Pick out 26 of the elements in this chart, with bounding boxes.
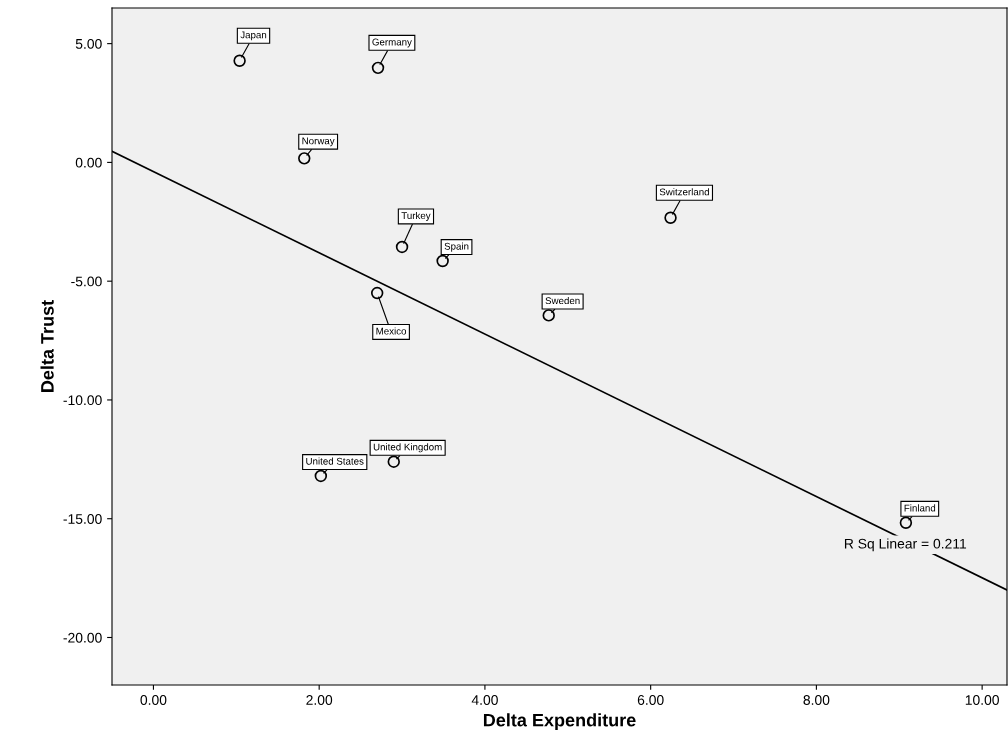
y-tick-label: -10.00	[63, 395, 102, 406]
y-tick-label: -5.00	[71, 276, 102, 287]
y-tick-label: -15.00	[63, 514, 102, 524]
x-axis-title: Delta Expenditure	[483, 713, 636, 731]
x-tick-label: 4.00	[471, 695, 498, 705]
y-tick-label: 5.00	[75, 38, 102, 49]
annotation: Sweden	[545, 296, 580, 305]
annotation: Spain	[444, 242, 469, 252]
x-tick-label: 0.00	[140, 695, 167, 705]
x-tick-label: 6.00	[637, 695, 664, 705]
y-tick-label: -20.00	[63, 632, 102, 643]
annotation: Germany	[372, 38, 412, 48]
x-tick-label: 10.00	[965, 695, 999, 705]
annotation: Switzerland	[659, 188, 709, 196]
y-axis-title: Delta Trust	[40, 300, 54, 392]
y-tick-label: 0.00	[75, 157, 102, 168]
annotation: United States	[306, 457, 364, 465]
annotation: Mexico	[376, 327, 407, 335]
x-tick-label: 8.00	[803, 695, 830, 705]
annotation: Japan	[240, 31, 267, 41]
annotation: United Kingdom	[373, 443, 442, 453]
annotation: R Sq Linear = 0.211	[844, 538, 967, 552]
annotation: Norway	[302, 137, 335, 147]
annotation: Finland	[904, 504, 936, 512]
annotation: Turkey	[401, 211, 431, 221]
x-tick-label: 2.00	[306, 695, 333, 705]
